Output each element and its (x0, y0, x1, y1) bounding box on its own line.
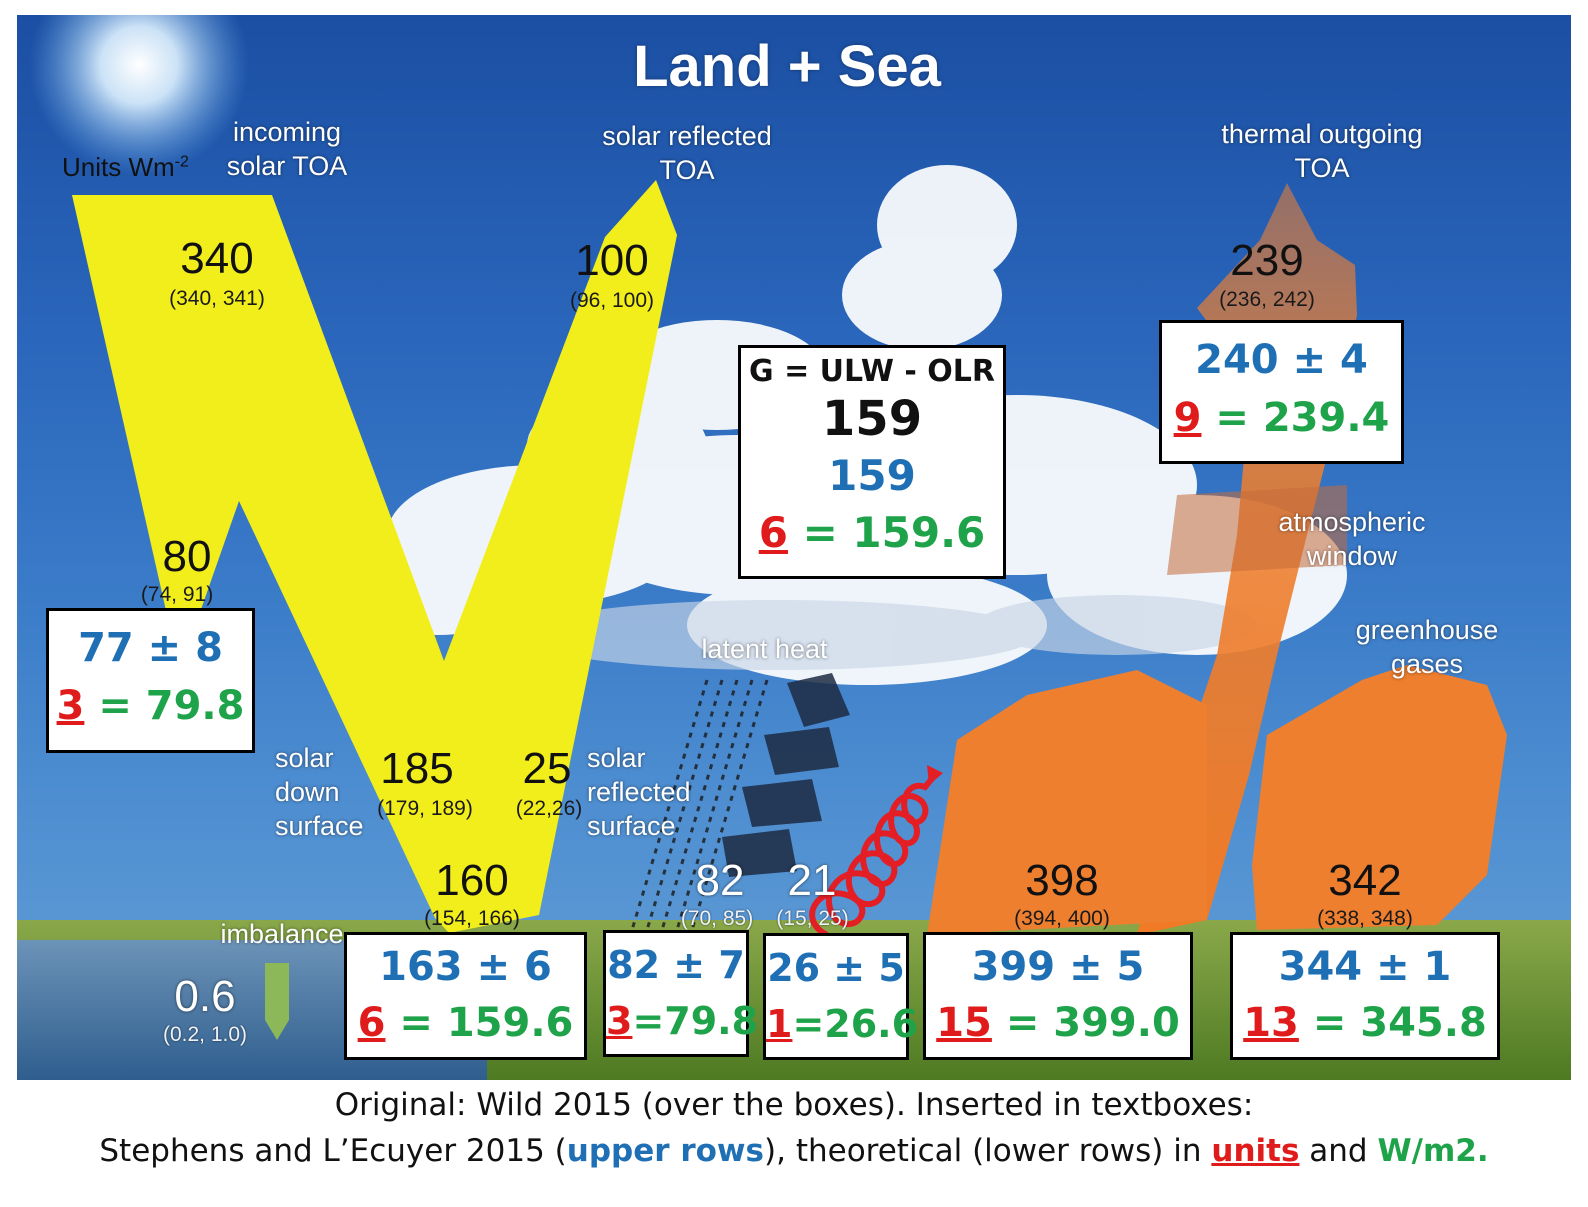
box-olr-upper: 240 ± 4 (1195, 337, 1368, 383)
sun-icon (29, 15, 249, 175)
box-latent-upper: 82 ± 7 (607, 943, 745, 987)
label-latent-heat: latent heat (701, 634, 828, 664)
label-solar-down-surface: solar down surface (275, 743, 364, 841)
box-surface-absorbed: 163 ± 6 6 = 159.6 (344, 932, 587, 1060)
box-outgoing-longwave: 240 ± 4 9 = 239.4 (1159, 320, 1404, 464)
range-upward-longwave: (394, 400) (1014, 907, 1110, 930)
value-reflected-surface: 25 (522, 744, 572, 793)
box-latent-heat: 82 ± 7 3=79.8 (603, 930, 759, 1057)
box-sensible-lower: 1=26.6 (766, 1002, 919, 1046)
value-absorbed-surface: 160 (435, 856, 509, 905)
caption-line-2: Stephens and L’Ecuyer 2015 (upper rows),… (99, 1133, 1489, 1169)
range-absorbed-atm: (74, 91) (140, 583, 214, 606)
box-g-lower: 6 = 159.6 (758, 508, 986, 557)
box-dlw-lower: 13 = 345.8 (1243, 1000, 1487, 1046)
box-atm-upper: 77 ± 8 (78, 625, 223, 671)
box-latent-lower: 3=79.8 (606, 999, 759, 1043)
label-thermal-outgoing-toa: thermal outgoing TOA (1221, 119, 1423, 183)
range-imbalance: (0.2, 1.0) (162, 1023, 248, 1046)
value-outgoing-toa: 239 (1230, 236, 1304, 285)
range-incoming: (340, 341) (169, 287, 265, 310)
units-label: Units Wm-2 (62, 152, 189, 182)
value-back-radiation: 342 (1328, 856, 1402, 905)
solar-incoming-arrow (72, 180, 677, 933)
box-ulw-upper: 399 ± 5 (971, 944, 1145, 990)
box-back-radiation: 344 ± 1 13 = 345.8 (1230, 932, 1500, 1060)
value-latent: 82 (695, 856, 745, 905)
value-solar-down: 185 (380, 744, 454, 793)
figure-caption: Original: Wild 2015 (over the boxes). In… (0, 1082, 1588, 1174)
range-latent: (70, 85) (680, 907, 754, 930)
box-upward-longwave: 399 ± 5 15 = 399.0 (923, 932, 1193, 1060)
label-greenhouse-gases: greenhouse gases (1355, 615, 1499, 679)
box-surface-upper: 163 ± 6 (379, 944, 552, 990)
box-greenhouse-effect: G = ULW - OLR 159 159 6 = 159.6 (738, 345, 1006, 579)
sensible-heat-icon (809, 773, 938, 938)
back-radiation-arrow (1252, 665, 1507, 930)
range-reflected-surface: (22,26) (515, 797, 583, 820)
value-sensible: 21 (787, 856, 837, 905)
label-incoming-solar-toa: incoming solar TOA (226, 117, 348, 181)
range-sensible: (15, 25) (776, 907, 849, 930)
label-imbalance: imbalance (220, 919, 344, 949)
range-reflected-toa: (96, 100) (569, 289, 655, 312)
label-solar-reflected-toa: solar reflected TOA (602, 121, 772, 185)
range-solar-down: (179, 189) (377, 797, 473, 820)
box-dlw-upper: 344 ± 1 (1278, 944, 1452, 990)
box-surface-lower: 6 = 159.6 (357, 1000, 574, 1046)
range-back-radiation: (338, 348) (1317, 907, 1413, 930)
box-olr-lower: 9 = 239.4 (1173, 395, 1390, 441)
box-atm-lower: 3 = 79.8 (56, 683, 245, 729)
imbalance-arrow (265, 963, 289, 1040)
box-g-upper: 159 (828, 451, 916, 500)
value-imbalance: 0.6 (174, 972, 236, 1021)
value-reflected-toa: 100 (575, 236, 649, 285)
label-atmospheric-window: atmospheric window (1278, 507, 1426, 571)
range-outgoing-toa: (236, 242) (1219, 288, 1315, 311)
box-ulw-lower: 15 = 399.0 (936, 1000, 1180, 1046)
box-g-black: 159 (821, 391, 923, 447)
energy-flow-diagram: Land + Sea Units Wm-2 incoming solar TOA… (17, 15, 1571, 1080)
box-atmosphere-absorbed: 77 ± 8 3 = 79.8 (46, 608, 255, 753)
diagram-title: Land + Sea (633, 34, 941, 99)
latent-heat-icon (722, 673, 850, 877)
box-g-header: G = ULW - OLR (749, 354, 995, 389)
caption-line-1: Original: Wild 2015 (over the boxes). In… (334, 1087, 1254, 1123)
value-upward-longwave: 398 (1025, 856, 1099, 905)
box-sensible-upper: 26 ± 5 (767, 946, 905, 990)
value-absorbed-atm: 80 (162, 532, 212, 581)
label-solar-reflected-surface: solar reflected surface (587, 743, 691, 841)
value-incoming: 340 (180, 234, 254, 283)
box-sensible-heat: 26 ± 5 1=26.6 (763, 933, 919, 1060)
range-absorbed-surface: (154, 166) (424, 907, 520, 930)
upward-longwave-arrow (927, 670, 1207, 935)
